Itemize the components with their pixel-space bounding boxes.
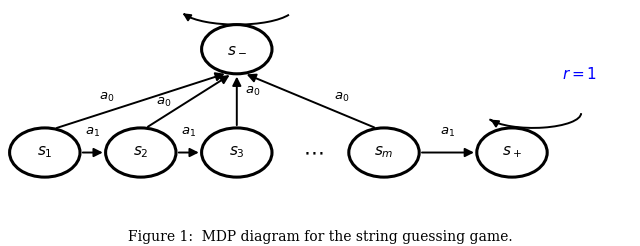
- Text: $s_m$: $s_m$: [374, 145, 394, 160]
- Text: $r=1$: $r=1$: [561, 66, 597, 82]
- Text: $a_0$: $a_0$: [245, 85, 260, 98]
- Ellipse shape: [10, 128, 80, 177]
- Text: $a_0$: $a_0$: [156, 96, 171, 109]
- Text: $s_-$: $s_-$: [227, 42, 246, 56]
- Text: $a_1$: $a_1$: [440, 126, 456, 139]
- Ellipse shape: [477, 128, 547, 177]
- Ellipse shape: [202, 128, 272, 177]
- Ellipse shape: [349, 128, 419, 177]
- Text: $a_1$: $a_1$: [181, 126, 196, 139]
- Text: $a_0$: $a_0$: [333, 91, 349, 104]
- Text: $s_3$: $s_3$: [229, 145, 244, 160]
- Text: $a_0$: $a_0$: [99, 91, 114, 104]
- Ellipse shape: [202, 25, 272, 74]
- Text: $s_2$: $s_2$: [133, 145, 148, 160]
- Text: $\cdots$: $\cdots$: [303, 143, 324, 162]
- Text: $s_+$: $s_+$: [502, 145, 522, 160]
- Ellipse shape: [106, 128, 176, 177]
- Text: Figure 1:  MDP diagram for the string guessing game.: Figure 1: MDP diagram for the string gue…: [128, 230, 512, 244]
- Text: $a_1$: $a_1$: [85, 126, 100, 139]
- Text: $s_1$: $s_1$: [37, 145, 52, 160]
